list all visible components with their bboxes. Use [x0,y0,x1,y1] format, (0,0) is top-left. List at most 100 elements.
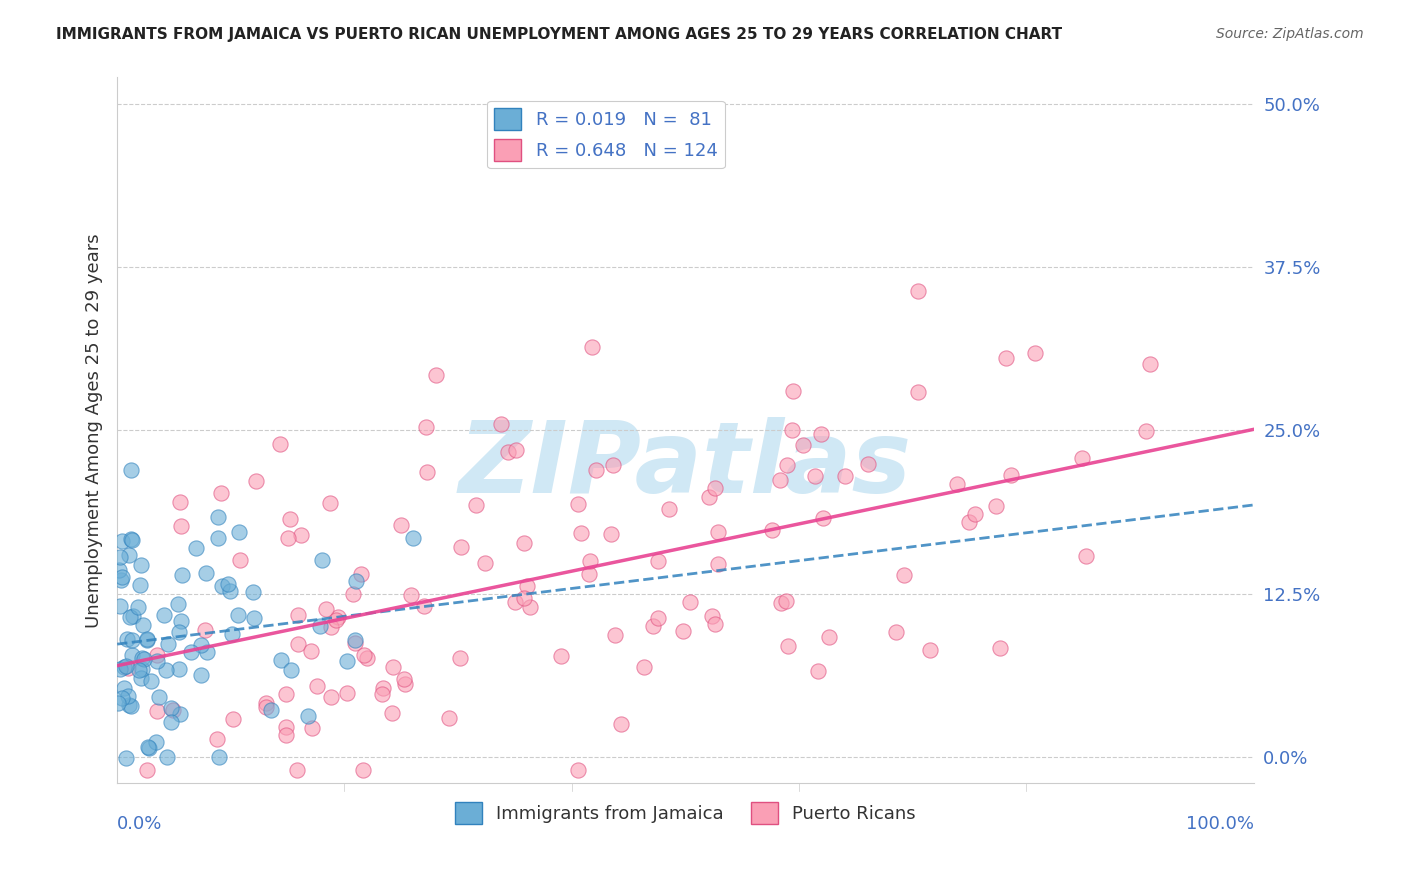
Point [138,741,160,756]
Point [169,662,191,676]
Point [858,458,880,472]
Point [603,628,626,642]
Point [180,644,202,658]
Point [269,437,291,451]
Point [131,651,153,665]
Y-axis label: Unemployment Among Ages 25 to 29 years: Unemployment Among Ages 25 to 29 years [86,233,103,628]
Point [117,632,139,646]
Point [567,764,589,778]
Point [402,532,425,546]
Point [344,574,367,589]
Point [194,623,217,637]
Point [678,595,700,609]
Point [297,709,319,723]
Point [108,662,131,676]
Point [280,663,302,677]
Point [647,554,669,568]
Point [884,624,907,639]
Point [496,444,519,458]
Point [336,685,359,699]
Point [449,651,471,665]
Point [159,715,181,730]
Point [578,567,600,582]
Point [641,618,664,632]
Text: Source: ZipAtlas.com: Source: ZipAtlas.com [1216,27,1364,41]
Point [464,498,486,512]
Point [352,764,374,778]
Point [229,553,252,567]
Point [697,490,720,504]
Point [1135,424,1157,438]
Point [110,599,132,613]
Point [222,712,245,726]
Point [569,525,592,540]
Point [579,554,602,568]
Point [963,507,986,521]
Point [325,613,347,627]
Point [170,567,193,582]
Point [110,549,132,564]
Point [208,750,231,764]
Point [217,576,239,591]
Point [260,703,283,717]
Point [120,532,142,546]
Point [170,519,193,533]
Point [775,594,797,608]
Point [792,438,814,452]
Point [156,637,179,651]
Point [129,672,152,686]
Point [285,764,308,778]
Point [474,556,496,570]
Text: 100.0%: 100.0% [1185,815,1254,833]
Point [195,566,218,580]
Point [399,588,422,602]
Point [121,632,143,647]
Point [776,639,799,653]
Point [156,750,179,764]
Point [416,466,439,480]
Point [957,515,980,529]
Point [254,700,277,714]
Point [287,608,309,623]
Point [221,626,243,640]
Point [776,458,799,472]
Text: ZIPatlas: ZIPatlas [458,417,912,515]
Point [117,689,139,703]
Point [131,617,153,632]
Point [254,696,277,710]
Point [810,426,832,441]
Point [146,648,169,662]
Point [146,704,169,718]
Point [169,707,191,722]
Point [343,636,366,650]
Point [207,509,229,524]
Point [703,616,725,631]
Point [489,417,512,431]
Point [804,468,827,483]
Point [780,423,803,437]
Point [112,681,135,695]
Point [761,524,783,538]
Point [115,751,138,765]
Point [389,518,412,533]
Point [277,531,299,545]
Point [907,384,929,399]
Point [893,567,915,582]
Point [114,659,136,673]
Point [118,548,141,562]
Point [136,633,159,648]
Point [602,458,624,473]
Point [155,664,177,678]
Point [211,579,233,593]
Point [207,532,229,546]
Point [633,660,655,674]
Point [319,496,342,510]
Point [132,651,155,665]
Point [274,687,297,701]
Point [145,735,167,749]
Point [305,679,328,693]
Point [516,579,538,593]
Point [184,541,207,555]
Point [315,602,337,616]
Point [1024,346,1046,360]
